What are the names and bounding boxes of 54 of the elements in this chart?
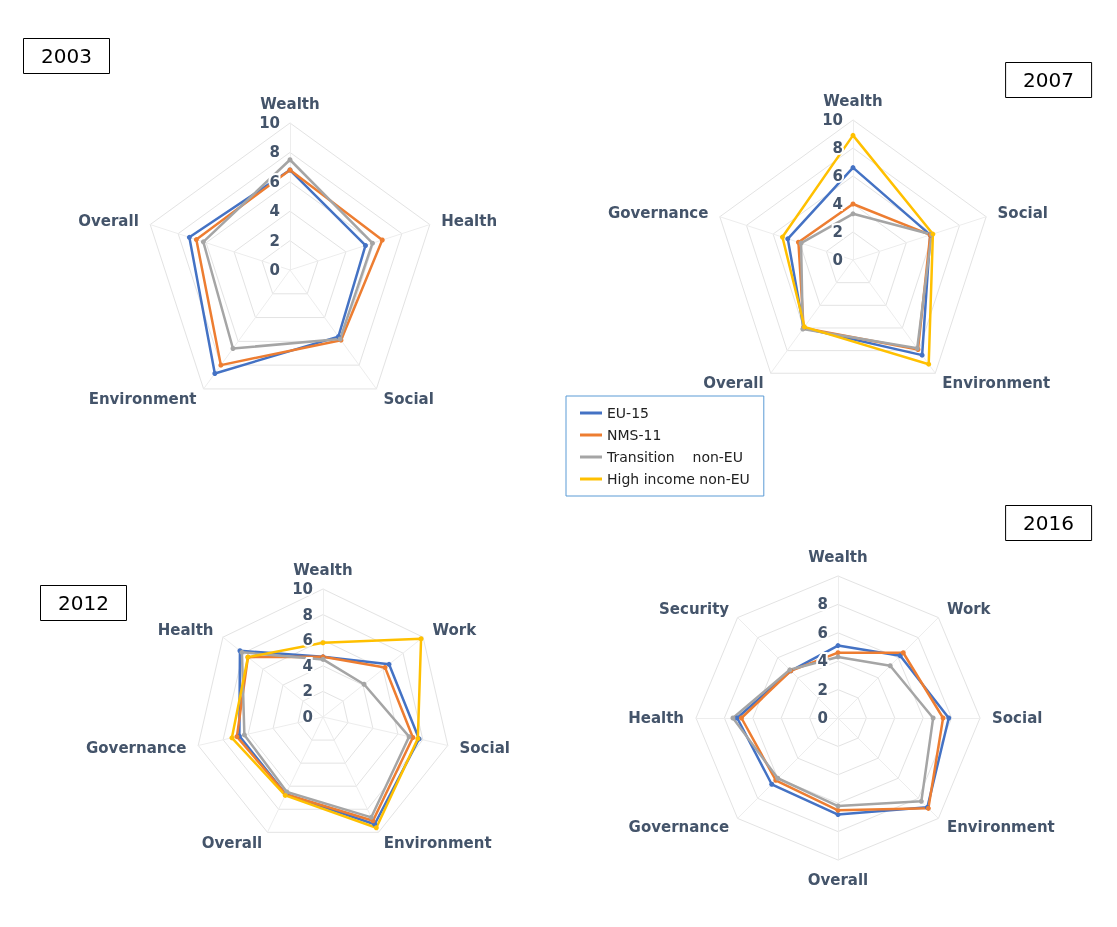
spoke-label: Governance [85, 739, 187, 758]
chart-title: 2003 [41, 44, 92, 68]
y-tick-label: 8 [302, 605, 313, 624]
y-tick-label: 2 [817, 680, 828, 699]
spoke-label: Overall [703, 373, 764, 392]
y-tick-label: 4 [832, 195, 843, 213]
y-tick-label: 0 [269, 261, 280, 279]
y-tick-label: 10 [292, 580, 313, 598]
chart-title: 2007 [1023, 68, 1075, 92]
y-tick-label: 2 [832, 223, 843, 241]
y-tick-label: 10 [822, 111, 843, 129]
spoke-label: Health [441, 211, 498, 230]
spoke-label: Social [997, 204, 1048, 223]
legend-label: Transition non-EU [606, 449, 743, 465]
spoke-label: Health [628, 709, 684, 727]
text: 2012 [58, 591, 109, 615]
spoke-label: Overall [78, 211, 139, 230]
y-tick-label: 6 [832, 167, 843, 185]
y-tick-label: 0 [302, 708, 313, 726]
y-tick-label: 8 [832, 139, 843, 157]
y-tick-label: 0 [817, 709, 828, 727]
y-tick-label: 4 [269, 202, 280, 221]
y-tick-label: 6 [817, 623, 828, 642]
spoke-label: Wealth [293, 560, 353, 579]
spoke-label: Environment [946, 817, 1055, 836]
spoke-label: Governance [628, 817, 730, 836]
spoke-label: Security [659, 600, 730, 619]
y-tick-label: 8 [269, 143, 280, 162]
y-tick-label: 4 [302, 656, 313, 675]
spoke-label: Work [946, 600, 992, 619]
spoke-label: Wealth [808, 547, 868, 566]
legend-label: High income non-EU [607, 471, 750, 487]
spoke-label: Social [459, 739, 510, 758]
y-tick-label: 2 [302, 682, 313, 701]
spoke-label: Health [157, 620, 214, 639]
spoke-label: Environment [88, 389, 197, 408]
spoke-label: Environment [942, 373, 1051, 392]
spoke-label: Social [992, 709, 1043, 727]
spoke-label: Wealth [823, 91, 883, 110]
y-tick-label: 2 [269, 231, 280, 250]
spoke-label: Work [432, 620, 478, 639]
chart-title: 2016 [1023, 511, 1075, 535]
spoke-label: Social [383, 389, 434, 408]
spoke-label: Governance [607, 204, 709, 223]
spoke-label: Wealth [260, 94, 320, 113]
spoke-label: Overall [807, 870, 869, 889]
spoke-label: Overall [201, 834, 263, 853]
legend-label: NMS-11 [607, 427, 662, 443]
y-tick-label: 6 [302, 631, 313, 650]
y-tick-label: 0 [832, 251, 843, 269]
spoke-label: Environment [383, 834, 492, 853]
y-tick-label: 8 [817, 595, 828, 614]
legend-label: EU-15 [607, 405, 649, 421]
y-tick-label: 10 [259, 114, 280, 132]
